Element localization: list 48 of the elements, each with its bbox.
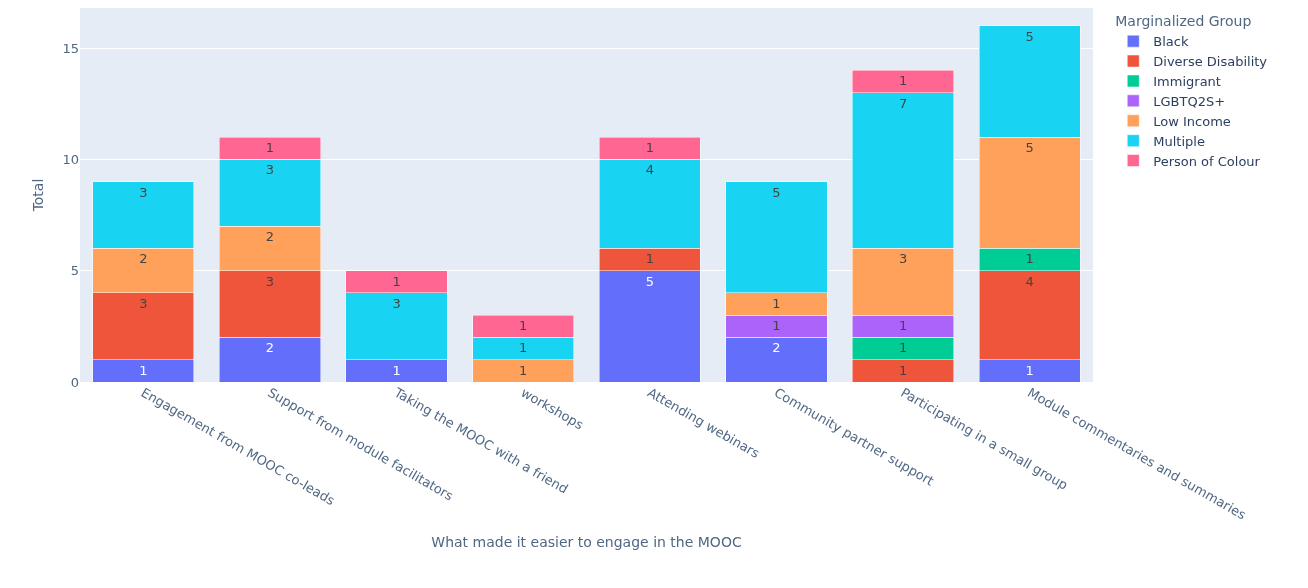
legend-label: Diverse Disability [1153,54,1268,70]
data-label: 1 [772,318,781,334]
legend-label: Low Income [1153,113,1231,129]
y-tick-label: 5 [70,263,79,279]
data-label: 3 [139,295,148,311]
data-label: 3 [898,251,908,267]
data-label: 4 [1025,273,1034,289]
data-label: 3 [139,184,148,200]
data-label: 1 [265,140,275,156]
data-label: 1 [898,362,908,378]
legend-label: Immigrant [1153,74,1221,90]
data-label: 1 [772,295,781,311]
data-label: 1 [392,362,401,378]
data-label: 1 [898,318,908,334]
data-label: 1 [519,340,528,356]
data-label: 1 [645,251,654,267]
y-axis-title: Total [30,178,47,213]
data-label: 5 [1025,28,1034,44]
y-tick-label: 0 [70,374,79,390]
x-axis-title: What made it easier to engage in the MOOC [431,533,742,550]
data-label: 2 [265,229,275,245]
legend-label: Person of Colour [1153,153,1261,169]
data-label: 2 [139,251,148,267]
y-tick-label: 15 [62,40,79,56]
data-label: 7 [898,95,908,111]
y-tick-label: 10 [62,151,79,167]
data-label: 1 [1025,362,1034,378]
data-label: 5 [645,273,654,289]
data-label: 5 [772,184,781,200]
data-label: 3 [265,273,275,289]
data-label: 3 [265,162,275,178]
data-label: 2 [265,340,275,356]
legend-title: Marginalized Group [1115,13,1252,30]
data-label: 1 [519,362,528,378]
data-label: 3 [392,295,401,311]
data-label: 2 [772,340,781,356]
legend-label: Multiple [1153,133,1205,149]
data-label: 1 [898,340,908,356]
data-label: 1 [898,73,908,89]
data-label: 1 [1025,251,1034,267]
legend-label: Black [1153,34,1189,50]
data-label: 4 [645,162,654,178]
data-label: 5 [1025,140,1034,156]
data-label: 1 [645,140,654,156]
legend-label: LGBTQ2S+ [1153,93,1226,109]
data-label: 1 [392,273,401,289]
data-label: 1 [519,318,528,334]
data-label: 1 [139,362,148,378]
